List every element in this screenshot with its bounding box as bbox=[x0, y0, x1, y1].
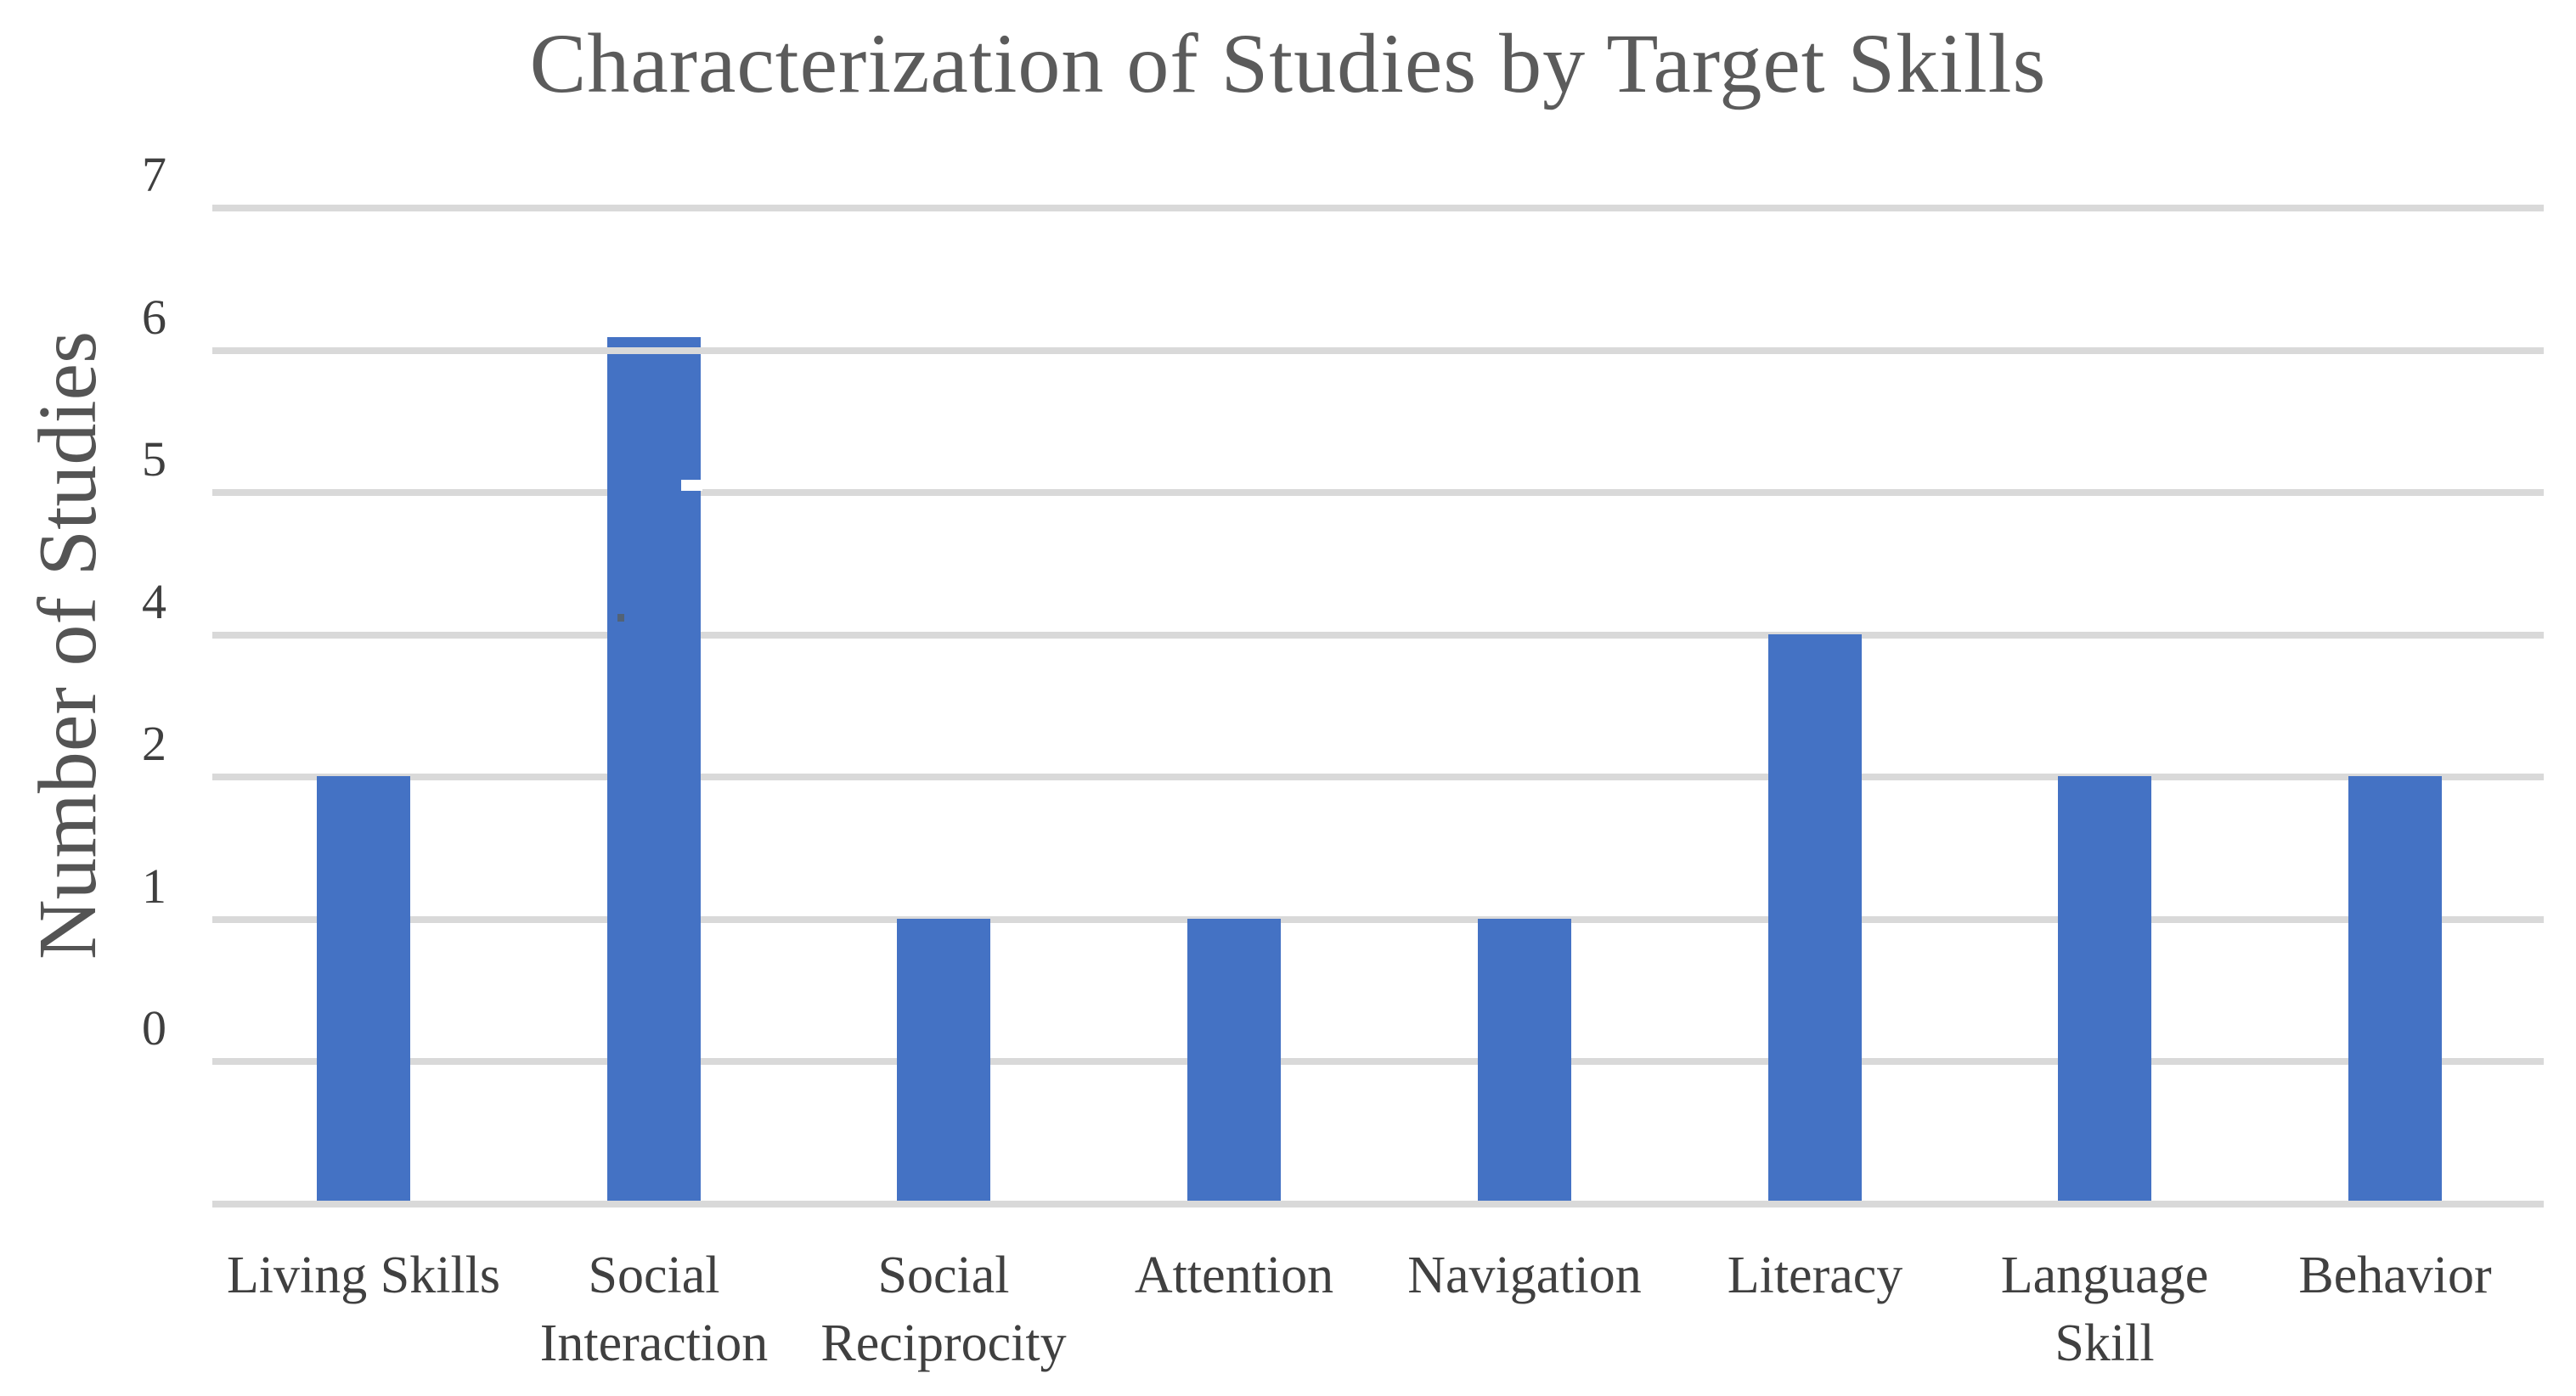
white-notch-artifact bbox=[681, 480, 702, 491]
x-axis-label-navigation: Navigation bbox=[1363, 1241, 1686, 1309]
y-tick-label-5: 5 bbox=[142, 431, 166, 487]
x-axis-label-line: Skill bbox=[2055, 1314, 2155, 1372]
x-axis-label-social-interaction: Social Interaction bbox=[493, 1241, 815, 1377]
x-axis-label-line: Interaction bbox=[539, 1314, 769, 1372]
x-axis-label-line: Navigation bbox=[1407, 1247, 1642, 1304]
gridline-6 bbox=[212, 347, 2544, 354]
bar-social-reciprocity bbox=[897, 919, 990, 1201]
x-axis-label-line: Behavior bbox=[2298, 1247, 2492, 1304]
y-tick-label-2: 2 bbox=[142, 716, 166, 771]
x-axis-label-social-reciprocity: Social Reciprocity bbox=[782, 1241, 1105, 1377]
x-axis-label-line: Literacy bbox=[1727, 1247, 1903, 1304]
x-axis-label-line: Reciprocity bbox=[820, 1314, 1067, 1372]
x-axis-label-line: Social bbox=[588, 1247, 720, 1304]
x-axis-label-line: Language bbox=[2000, 1247, 2209, 1304]
gridline-4 bbox=[212, 632, 2544, 639]
x-axis-label-attention: Attention bbox=[1073, 1241, 1395, 1309]
plot-floor-line bbox=[212, 1201, 2544, 1207]
y-tick-label-7: 7 bbox=[142, 147, 166, 202]
y-tick-label-0: 0 bbox=[142, 1000, 166, 1055]
dark-dot-artifact bbox=[617, 614, 624, 622]
gridline-over-bar-segment bbox=[607, 347, 701, 354]
y-tick-label-6: 6 bbox=[142, 290, 166, 345]
gridline-5 bbox=[212, 489, 2544, 496]
gridline-1 bbox=[212, 916, 2544, 923]
y-tick-label-4: 4 bbox=[142, 574, 166, 629]
gridline-0 bbox=[212, 1058, 2544, 1065]
bar-navigation bbox=[1478, 919, 1571, 1201]
x-axis-label-line: Attention bbox=[1134, 1247, 1334, 1304]
gridline-7 bbox=[212, 205, 2544, 211]
bar-social-interaction bbox=[607, 337, 701, 1201]
gridline-2 bbox=[212, 774, 2544, 780]
chart-title: Characterization of Studies by Target Sk… bbox=[529, 16, 2047, 110]
bar-attention bbox=[1187, 919, 1281, 1201]
x-axis-label-behavior: Behavior bbox=[2234, 1241, 2556, 1309]
x-axis-label-literacy: Literacy bbox=[1654, 1241, 1976, 1309]
x-axis-label-line: Living Skills bbox=[226, 1247, 501, 1304]
y-tick-label-1: 1 bbox=[142, 858, 166, 914]
x-axis-label-living-skills: Living Skills bbox=[202, 1241, 525, 1309]
x-axis-label-line: Social bbox=[877, 1247, 1010, 1304]
bar-living-skills bbox=[317, 776, 410, 1201]
bar-literacy bbox=[1768, 634, 1862, 1201]
x-axis-label-language-skill: Language Skill bbox=[1943, 1241, 2266, 1377]
bar-behavior bbox=[2348, 776, 2442, 1201]
bar-language-skill bbox=[2058, 776, 2151, 1201]
